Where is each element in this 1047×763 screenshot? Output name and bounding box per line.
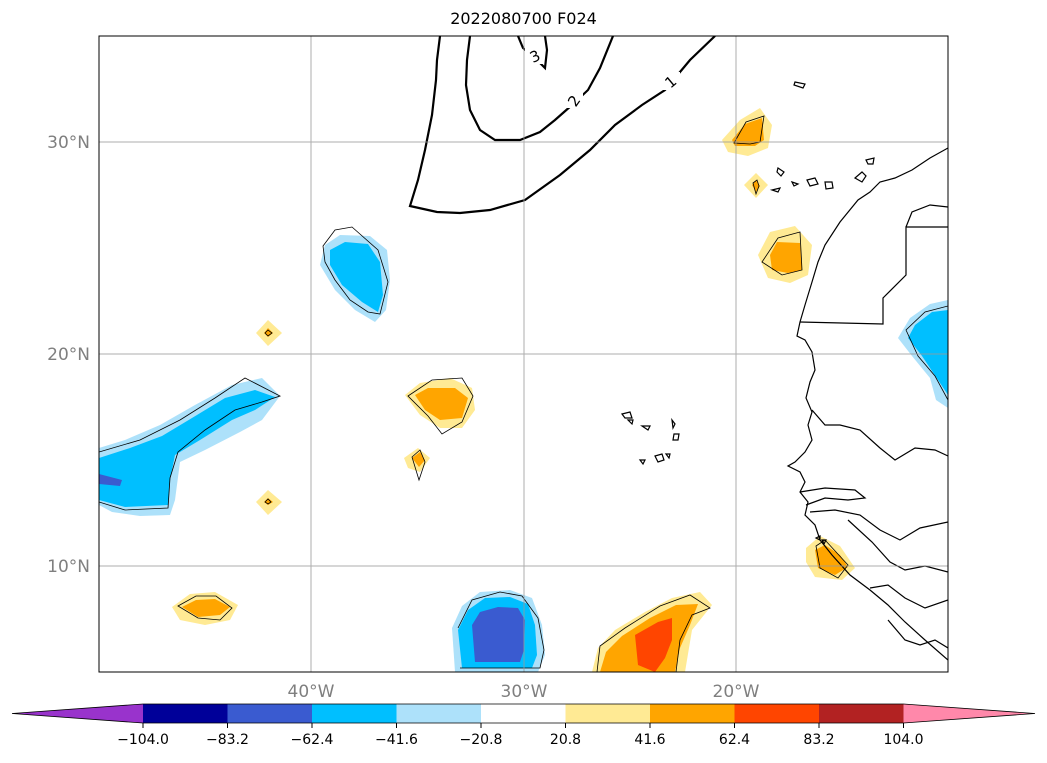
positive-anomaly-west-sahara [758,226,812,283]
colorbar-segment [734,704,820,723]
contour-2 [464,36,615,142]
colorbar-tick-label: 83.2 [803,732,834,748]
colorbar-tick-label: −104.0 [117,732,169,748]
positive-anomaly-south-large [592,592,712,672]
positive-anomaly-guinea [806,536,855,580]
lon-tick-20w: 20°W [713,682,760,702]
map-title: 2022080700 F024 [450,9,597,28]
negative-anomaly-central-north [320,226,390,322]
lat-tick-10n: 10°N [47,557,90,577]
colorbar-tick-label: −20.8 [460,732,503,748]
colorbar-tick-label: 20.8 [550,732,581,748]
colorbar-tick-label: 62.4 [719,732,750,748]
lon-tick-labels: 40°W 30°W 20°W [288,682,760,702]
lon-tick-30w: 30°W [501,682,548,702]
positive-anomaly-northeast [722,108,772,156]
colorbar-segment [565,704,651,723]
colorbar-tick-label: 104.0 [883,732,923,748]
colorbar-segment [396,704,482,723]
colorbar-segment [143,704,228,723]
colorbar-segment [650,704,735,723]
colorbar-segment [312,704,397,723]
map-frame [98,35,949,673]
positive-anomaly-dot-b [256,490,282,515]
negative-anomaly-west [99,377,282,516]
colorbar-tick-label: −41.6 [375,732,418,748]
positive-anomaly-dot-a [256,320,282,346]
colorbar-segment [227,704,313,723]
lat-tick-30n: 30°N [47,133,90,153]
colorbar-tick-label: −62.4 [291,732,334,748]
colorbar-extend-max [903,704,1035,723]
lon-tick-40w: 40°W [288,682,335,702]
contour-labels: 3 2 1 [525,46,680,110]
colorbar-tick-label: 41.6 [634,732,665,748]
colorbar: −104.0 −83.2 −62.4 −41.6 −20.8 20.8 41.6 62.4 83… [11,703,1036,748]
lat-tick-20n: 20°N [47,345,90,365]
colorbar-segment [819,704,904,723]
positive-anomaly-small-dot [404,448,430,482]
lat-tick-labels: 30°N 20°N 10°N [47,133,90,577]
positive-anomaly-southwest [172,592,238,625]
map-plot-area: 3 2 1 [98,35,949,673]
colorbar-tick-label: −83.2 [206,732,249,748]
colorbar-extend-min [12,704,143,723]
colorbar-segment [481,704,566,723]
positive-anomaly-central [405,377,475,435]
negative-anomaly-south [452,590,545,672]
gridlines [99,36,948,672]
positive-anomaly-canary [744,173,768,198]
